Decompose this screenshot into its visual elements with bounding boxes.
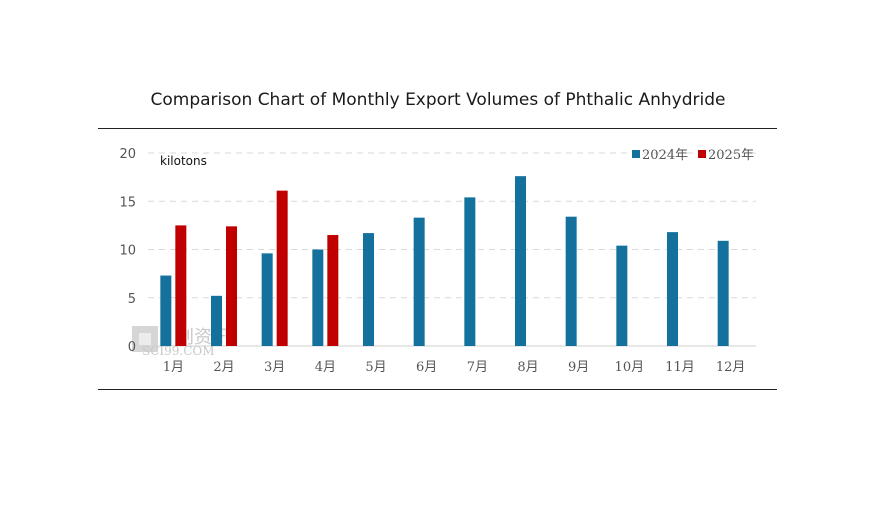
bar-2025年-2月 — [226, 226, 237, 346]
bar-2024年-9月 — [565, 216, 577, 346]
legend-swatch-2024年 — [632, 150, 640, 158]
y-tick-label: 10 — [119, 244, 136, 259]
labels-layer: 0 5 10 15 20 1月 2月 3月 4月 5月 6月 7月 8月 9月 10月 11月 12月 — [119, 147, 745, 375]
watermark-en: SCI99.COM — [142, 344, 215, 358]
legend-swatch-2025年 — [698, 150, 706, 158]
bar-2025年-3月 — [276, 190, 288, 346]
x-tick-label: 6月 — [416, 360, 437, 375]
bottom-rule — [98, 389, 777, 390]
grid-layer — [148, 152, 756, 347]
legend-label: 2024年 — [642, 148, 688, 163]
bar-2025年-4月 — [327, 235, 339, 346]
bar-2024年-7月 — [464, 197, 476, 346]
watermark-logo-icon-inner — [139, 333, 151, 345]
x-tick-label: 1月 — [163, 360, 184, 375]
bar-2024年-8月 — [515, 176, 526, 346]
bar-2024年-5月 — [363, 233, 374, 346]
bar-2024年-1月 — [160, 275, 172, 346]
y-unit-label: kilotons — [160, 154, 207, 168]
x-tick-label: 7月 — [467, 360, 488, 375]
x-tick-label: 5月 — [365, 360, 386, 375]
x-tick-label: 2月 — [213, 360, 234, 375]
bar-2024年-3月 — [261, 253, 273, 346]
chart-title: Comparison Chart of Monthly Export Volum… — [150, 90, 726, 110]
bar-2024年-2月 — [211, 295, 222, 346]
x-tick-label: 3月 — [264, 360, 285, 375]
y-tick-label: 0 — [128, 340, 136, 355]
legend: 2024年 2025年 — [632, 148, 754, 163]
bar-2024年-11月 — [667, 232, 678, 346]
x-tick-label: 8月 — [517, 360, 538, 375]
x-tick-label: 10月 — [615, 360, 645, 375]
x-tick-label: 4月 — [315, 360, 336, 375]
bar-2024年-12月 — [717, 240, 729, 346]
bar-2025年-1月 — [175, 225, 187, 346]
y-tick-label: 5 — [128, 292, 136, 307]
x-tick-label: 12月 — [716, 360, 746, 375]
top-rule — [98, 128, 777, 129]
y-tick-label: 15 — [119, 195, 136, 210]
bar-2024年-4月 — [312, 249, 324, 346]
y-tick-label: 20 — [119, 147, 136, 162]
bars-layer — [160, 176, 729, 346]
bar-2024年-10月 — [616, 245, 628, 346]
x-tick-label: 9月 — [568, 360, 589, 375]
bar-2024年-6月 — [413, 217, 425, 346]
legend-label: 2025年 — [708, 148, 754, 163]
x-tick-label: 11月 — [665, 360, 695, 375]
